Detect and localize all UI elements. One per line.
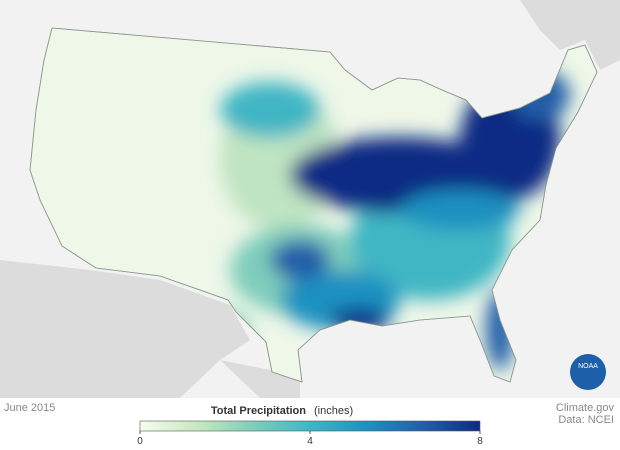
colorbar: [139, 420, 481, 432]
logo: [570, 354, 606, 390]
date-label: June 2015: [4, 402, 55, 414]
precipitation-field: [190, 70, 570, 370]
neighbor-land: [0, 0, 620, 398]
colorbar-tick-label: 4: [307, 436, 313, 447]
colorbar-tick-label: 0: [137, 436, 143, 447]
source: Data: NCEI: [558, 414, 614, 426]
legend: 0 4 8: [137, 420, 483, 447]
credit: Climate.gov: [556, 402, 615, 414]
colorbar-tick-label: 8: [477, 436, 483, 447]
legend-unit: (inches): [314, 405, 353, 417]
legend-title: Total Precipitation: [211, 405, 306, 417]
logo-text: NOAA: [578, 363, 598, 370]
